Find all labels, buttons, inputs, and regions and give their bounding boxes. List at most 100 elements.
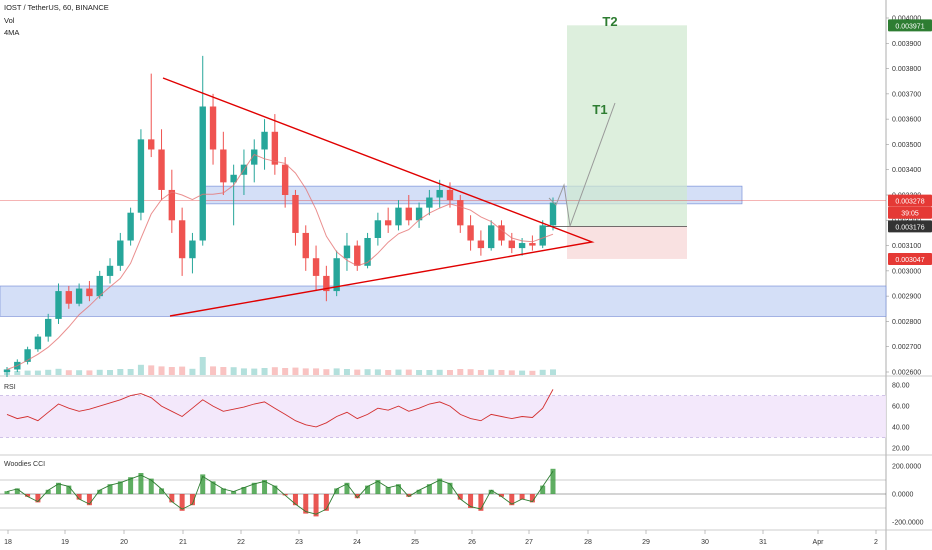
candle-body — [106, 265, 114, 276]
volume-bar — [220, 367, 227, 375]
price-tag — [888, 206, 932, 219]
cci-histogram-bar — [272, 485, 278, 494]
candle-body — [354, 245, 361, 266]
price-tick-label: 0.003700 — [892, 91, 921, 98]
target-2-label: T2 — [602, 14, 617, 29]
candle-body — [3, 369, 11, 372]
time-tick-label: 24 — [353, 539, 361, 546]
volume-bar — [426, 370, 433, 375]
cci-histogram-bar — [488, 489, 494, 494]
time-tick-label: 2 — [874, 539, 878, 546]
price-tag-label: 0.003176 — [895, 224, 924, 231]
volume-bar — [436, 369, 443, 375]
cci-histogram-bar — [509, 494, 515, 506]
candle-body — [137, 139, 145, 213]
candle-body — [209, 106, 217, 150]
time-tick-label: 27 — [525, 539, 533, 546]
candle-body — [24, 349, 31, 362]
support-zone — [0, 285, 887, 317]
candle-body — [96, 275, 103, 297]
candle-body — [199, 106, 206, 241]
price-tick-label: 0.003900 — [892, 41, 921, 48]
volume-label: Vol — [4, 16, 15, 25]
volume-bar — [498, 370, 505, 375]
cci-histogram-bar — [529, 494, 535, 503]
volume-bar — [477, 370, 484, 375]
volume-bar — [240, 368, 247, 375]
volume-bar — [313, 368, 320, 375]
volume-bar — [488, 369, 495, 375]
cci-histogram-bar — [395, 484, 401, 494]
cci-histogram-bar — [406, 494, 412, 497]
cci-histogram-bar — [550, 468, 556, 494]
candle-body — [467, 225, 474, 241]
projection-path — [548, 102, 616, 227]
candle-body — [498, 225, 505, 241]
candle-body — [251, 149, 258, 165]
volume-bar — [148, 365, 155, 375]
price-tick-label: 0.003600 — [892, 117, 921, 124]
candle-body — [395, 207, 402, 226]
time-tick-label: Apr — [813, 539, 825, 546]
cci-tick-label: 200.0000 — [892, 464, 921, 471]
price-tag-label: 0.003278 — [895, 199, 924, 206]
cci-histogram-bar — [179, 494, 185, 511]
volume-bar — [55, 368, 62, 375]
candle-body — [148, 139, 155, 150]
cci-histogram-bar — [385, 487, 391, 494]
rsi-tick-label: 60.00 — [892, 404, 910, 411]
volume-bar — [210, 366, 217, 375]
cci-histogram-bar — [210, 481, 216, 494]
candle-body — [189, 240, 196, 259]
cci-histogram-bar — [200, 474, 206, 494]
volume-bar — [457, 369, 464, 375]
candle-body — [384, 220, 392, 226]
candle-body — [168, 189, 176, 221]
volume-bar — [292, 367, 299, 375]
cci-histogram-bar — [66, 485, 72, 494]
cci-histogram-bar — [189, 494, 195, 506]
candle-body — [457, 200, 464, 226]
candle-body — [518, 243, 526, 249]
cci-histogram-bar — [540, 485, 546, 494]
volume-bar — [354, 369, 361, 375]
time-tick-label: 23 — [295, 539, 303, 546]
volume-bar — [34, 370, 41, 375]
time-tick-label: 21 — [179, 539, 187, 546]
rsi-title: RSI — [4, 384, 16, 391]
cci-histogram-bar — [478, 494, 484, 511]
volume-bar — [323, 369, 330, 375]
price-tag — [888, 220, 932, 233]
price-tick-label: 0.003100 — [892, 243, 921, 250]
volume-bar — [539, 369, 546, 375]
candle-body — [446, 189, 454, 201]
price-tick-label: 0.002700 — [892, 344, 921, 351]
volume-bar — [446, 370, 453, 375]
cci-histogram-bar — [437, 478, 443, 494]
volume-bar — [86, 370, 93, 375]
cci-histogram-bar — [241, 487, 247, 494]
volume-bar — [416, 370, 423, 375]
volume-bar — [261, 368, 268, 375]
cci-histogram-bar — [354, 494, 360, 499]
time-tick-label: 30 — [701, 539, 709, 546]
candle-body — [529, 243, 536, 246]
cci-histogram-bar — [313, 494, 319, 517]
price-tick-label: 0.002800 — [892, 319, 921, 326]
cci-histogram-bar — [498, 494, 504, 497]
volume-bar — [302, 368, 309, 375]
cci-histogram-bar — [4, 491, 10, 494]
cci-histogram-bar — [14, 488, 20, 494]
candle-body — [281, 164, 289, 195]
cci-histogram-bar — [159, 488, 165, 494]
rsi-tick-label: 40.00 — [892, 424, 910, 431]
candle-body — [333, 258, 340, 292]
candle-body — [220, 149, 227, 183]
cci-histogram-bar — [117, 481, 123, 494]
rsi-tick-label: 80.00 — [892, 383, 910, 390]
volume-bar — [168, 367, 175, 375]
time-tick-label: 26 — [468, 539, 476, 546]
price-tag — [888, 252, 932, 265]
cci-histogram-bar — [220, 488, 226, 494]
